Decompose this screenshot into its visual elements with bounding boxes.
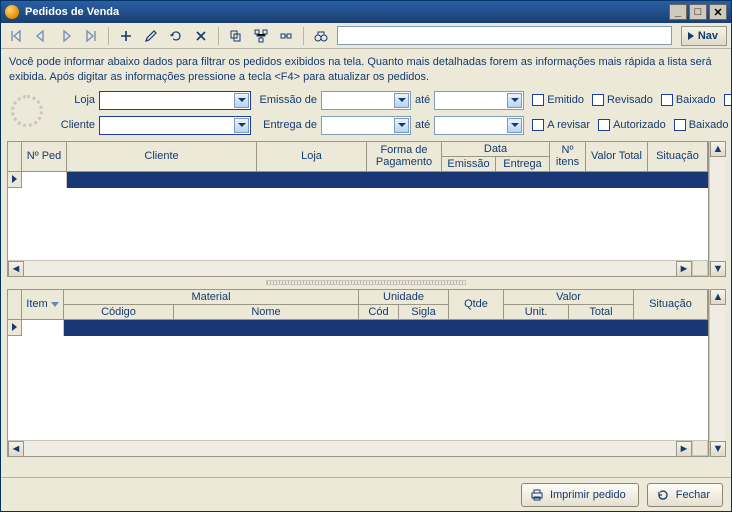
- grid2-hscroll[interactable]: ◄►: [8, 440, 692, 456]
- loja-label: Loja: [55, 94, 95, 106]
- col-total[interactable]: Total: [569, 305, 634, 320]
- loading-icon: [11, 95, 43, 127]
- pedidos-grid[interactable]: Nº Ped Cliente Loja Forma de Pagamento D…: [7, 141, 709, 277]
- binoculars-icon[interactable]: [310, 26, 332, 46]
- grid1-body[interactable]: [8, 172, 708, 260]
- window-title: Pedidos de Venda: [25, 6, 119, 18]
- col-data[interactable]: Data: [442, 142, 550, 157]
- emissao-label: Emissão de: [255, 94, 317, 106]
- autorizado-checkbox[interactable]: Autorizado: [598, 119, 666, 131]
- col-situacao[interactable]: Situação: [648, 142, 708, 172]
- ate2-label: até: [415, 119, 430, 131]
- next-record-icon[interactable]: [55, 26, 77, 46]
- content-area: Você pode informar abaixo dados para fil…: [1, 49, 731, 477]
- reload-icon: [656, 488, 670, 502]
- toolbar: Nav: [1, 23, 731, 49]
- search-input[interactable]: [337, 26, 672, 45]
- col-material[interactable]: Material: [64, 290, 359, 305]
- grid2-header: Item Material Código Nome Unidade Cód Si…: [8, 290, 708, 320]
- col-data-entrega[interactable]: Entrega: [496, 157, 550, 172]
- arevisar-checkbox[interactable]: A revisar: [532, 119, 590, 131]
- prev-record-icon[interactable]: [30, 26, 52, 46]
- fechar-label: Fechar: [676, 489, 710, 501]
- entrega-label: Entrega de: [255, 119, 317, 131]
- first-record-icon[interactable]: [5, 26, 27, 46]
- imprimir-button[interactable]: Imprimir pedido: [521, 483, 639, 507]
- col-nitens[interactable]: Nº itens: [550, 142, 586, 172]
- emissao-ate-combo[interactable]: [434, 91, 524, 110]
- maximize-button[interactable]: □: [689, 4, 707, 20]
- edit-icon[interactable]: [140, 26, 162, 46]
- col-cliente[interactable]: Cliente: [67, 142, 257, 172]
- col-forma-pag[interactable]: Forma de Pagamento: [367, 142, 442, 172]
- loja-combo[interactable]: [99, 91, 251, 110]
- revisado-checkbox[interactable]: Revisado: [592, 94, 653, 106]
- cliente-combo[interactable]: [99, 116, 251, 135]
- baixado-checkbox[interactable]: Baixado: [661, 94, 716, 106]
- baixado-parcial-checkbox[interactable]: Baixado parcial: [674, 119, 731, 131]
- col-item[interactable]: Item: [22, 290, 64, 320]
- sort-desc-icon: [51, 302, 59, 307]
- app-icon: [5, 5, 19, 19]
- splitter[interactable]: [7, 279, 725, 287]
- row-indicator-icon: [8, 320, 22, 336]
- col-unidade[interactable]: Unidade: [359, 290, 449, 305]
- grid2-body[interactable]: [8, 320, 708, 440]
- footer: Imprimir pedido Fechar: [1, 477, 731, 511]
- col-loja[interactable]: Loja: [257, 142, 367, 172]
- link-icon[interactable]: [275, 26, 297, 46]
- cancelado-checkbox[interactable]: Cancelado: [724, 94, 731, 106]
- col-unit[interactable]: Unit.: [504, 305, 569, 320]
- entrega-ate-combo[interactable]: [434, 116, 524, 135]
- col-valor-total[interactable]: Valor Total: [586, 142, 648, 172]
- imprimir-label: Imprimir pedido: [550, 489, 626, 501]
- cliente-label: Cliente: [55, 119, 95, 131]
- refresh-icon[interactable]: [165, 26, 187, 46]
- nav-button[interactable]: Nav: [681, 26, 727, 46]
- col-codigo[interactable]: Código: [64, 305, 174, 320]
- filter-panel: Loja Emissão de até Emitido Revisado Bai…: [7, 91, 725, 135]
- entrega-de-combo[interactable]: [321, 116, 411, 135]
- col-cod[interactable]: Cód: [359, 305, 399, 320]
- col-data-emissao[interactable]: Emissão: [442, 157, 496, 172]
- itens-grid[interactable]: Item Material Código Nome Unidade Cód Si…: [7, 289, 709, 457]
- grid1-vscroll[interactable]: ▲▼: [709, 141, 725, 277]
- app-window: Pedidos de Venda _ □ ✕ Nav Você pode inf…: [0, 0, 732, 512]
- row-indicator-icon: [8, 172, 22, 188]
- last-record-icon[interactable]: [80, 26, 102, 46]
- printer-icon: [530, 488, 544, 502]
- emissao-de-combo[interactable]: [321, 91, 411, 110]
- col-qtde[interactable]: Qtde: [449, 290, 504, 320]
- ate1-label: até: [415, 94, 430, 106]
- play-icon: [686, 31, 696, 41]
- add-icon[interactable]: [115, 26, 137, 46]
- close-button[interactable]: ✕: [709, 4, 727, 20]
- grid1-header: Nº Ped Cliente Loja Forma de Pagamento D…: [8, 142, 708, 172]
- emitido-checkbox[interactable]: Emitido: [532, 94, 584, 106]
- grid2-vscroll[interactable]: ▲▼: [709, 289, 725, 457]
- nav-label: Nav: [698, 30, 718, 42]
- grid1-hscroll[interactable]: ◄►: [8, 260, 692, 276]
- fechar-button[interactable]: Fechar: [647, 483, 723, 507]
- col-valor[interactable]: Valor: [504, 290, 634, 305]
- hint-text: Você pode informar abaixo dados para fil…: [9, 55, 723, 85]
- tree-icon[interactable]: [250, 26, 272, 46]
- copy-icon[interactable]: [225, 26, 247, 46]
- delete-icon[interactable]: [190, 26, 212, 46]
- col-sigla[interactable]: Sigla: [399, 305, 449, 320]
- title-bar: Pedidos de Venda _ □ ✕: [1, 1, 731, 23]
- minimize-button[interactable]: _: [669, 4, 687, 20]
- col-nome[interactable]: Nome: [174, 305, 359, 320]
- col-situacao2[interactable]: Situação: [634, 290, 708, 320]
- col-nped[interactable]: Nº Ped: [22, 142, 67, 172]
